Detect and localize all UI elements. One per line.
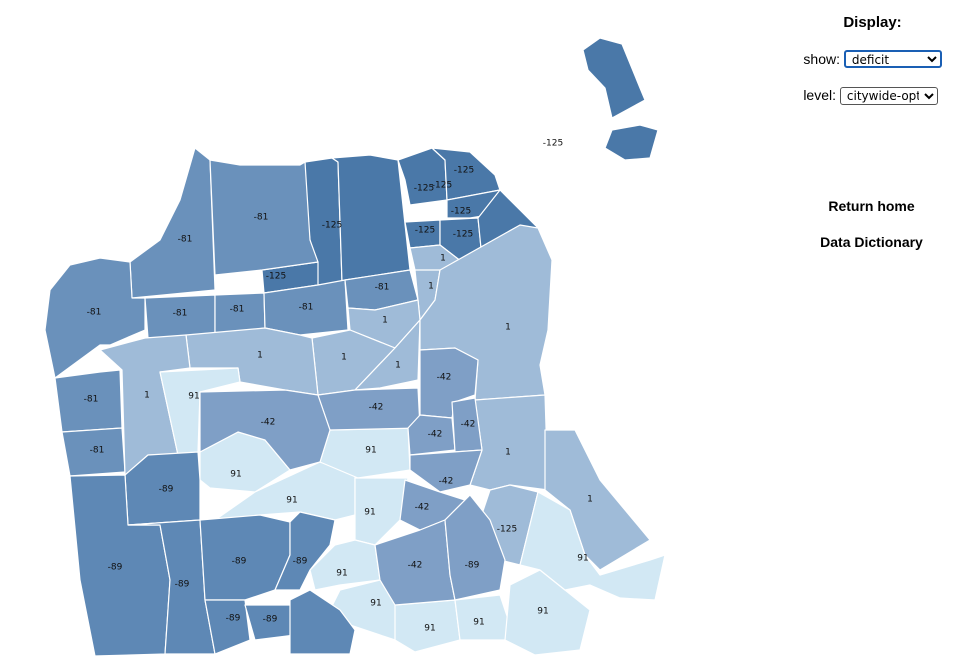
map-region[interactable]	[407, 414, 456, 456]
map-region[interactable]	[289, 589, 356, 655]
map-region[interactable]	[199, 389, 331, 471]
region-value-label: 91	[365, 446, 376, 456]
map-region[interactable]	[354, 477, 409, 546]
region-value-label: -125	[543, 139, 563, 149]
map-region[interactable]	[129, 147, 216, 299]
map-region[interactable]	[54, 369, 123, 433]
map-region[interactable]	[331, 154, 411, 283]
region-value-label: 91	[188, 392, 199, 402]
map-region[interactable]	[444, 494, 506, 601]
region-value-label: -89	[293, 557, 308, 567]
region-value-label: -42	[408, 561, 423, 571]
region-value-label: 1	[505, 323, 511, 333]
region-value-label: -81	[90, 446, 105, 456]
region-value-label: -89	[108, 563, 123, 573]
region-value-label: -89	[263, 615, 278, 625]
return-home-link[interactable]: Return home	[828, 198, 915, 214]
data-dictionary-link[interactable]: Data Dictionary	[820, 234, 923, 250]
map-region[interactable]	[354, 319, 421, 391]
region-value-label: -42	[261, 418, 276, 428]
level-select[interactable]: citywide-optG	[839, 87, 938, 105]
region-value-label: -81	[84, 395, 99, 405]
map-region[interactable]	[544, 429, 651, 571]
region-value-label: -42	[437, 373, 452, 383]
region-labels: -125-125-125-125-125-125-125 -125-125-81-…	[84, 139, 593, 634]
show-control: show: deficit	[790, 50, 955, 68]
region-value-label: 91	[537, 607, 548, 617]
region-value-label: -81	[299, 303, 314, 313]
map-region[interactable]	[397, 147, 448, 206]
region-value-label: 1	[257, 351, 263, 361]
region-value-label: -89	[465, 561, 480, 571]
region-value-label: -125	[322, 221, 342, 231]
region-value-label: -89	[159, 485, 174, 495]
map-region[interactable]	[582, 37, 646, 119]
region-value-label: 91	[230, 470, 241, 480]
region-value-label: 91	[577, 554, 588, 564]
region-value-label: -42	[461, 420, 476, 430]
region-value-label: 91	[364, 508, 375, 518]
map-region[interactable]	[44, 257, 146, 379]
map-region[interactable]	[604, 124, 659, 161]
region-value-label: -81	[173, 309, 188, 319]
region-value-label: 1	[382, 316, 388, 326]
region-value-label: -125	[453, 230, 473, 240]
region-value-label: 1	[395, 361, 401, 371]
region-value-label: -89	[226, 614, 241, 624]
map-region[interactable]	[519, 491, 666, 601]
region-value-label: -81	[87, 308, 102, 318]
region-value-label: -89	[175, 580, 190, 590]
region-value-label: -42	[369, 403, 384, 413]
region-value-label: 1	[440, 254, 446, 264]
region-value-label: 91	[370, 599, 381, 609]
region-value-label: 1	[428, 282, 434, 292]
region-value-label: 1	[505, 448, 511, 458]
map-region[interactable]	[409, 449, 483, 493]
region-value-label: 1	[341, 353, 347, 363]
region-value-label: -81	[254, 213, 269, 223]
region-value-label: -42	[415, 503, 430, 513]
region-value-label: -125	[454, 166, 474, 176]
choropleth-map[interactable]: -125-125-125-125-125-125-125 -125-125-81-…	[0, 0, 780, 664]
map-region[interactable]	[274, 511, 336, 591]
map-region[interactable]	[209, 159, 319, 276]
region-value-label: -125	[415, 226, 435, 236]
region-value-label: -125	[432, 181, 452, 191]
region-value-label: 1	[587, 495, 593, 505]
region-value-label: -81	[178, 235, 193, 245]
level-label: level:	[803, 87, 836, 103]
region-value-label: 1	[144, 391, 150, 401]
map-region[interactable]	[469, 394, 549, 491]
map-region[interactable]	[204, 599, 251, 655]
island-region[interactable]	[582, 37, 659, 161]
region-value-label: -125	[266, 272, 286, 282]
region-value-label: -89	[232, 557, 247, 567]
region-value-label: -125	[451, 207, 471, 217]
display-title: Display:	[843, 14, 902, 31]
show-label: show:	[803, 51, 840, 67]
region-value-label: -125	[414, 184, 434, 194]
region-value-label: -125	[497, 525, 517, 535]
region-value-label: 91	[473, 618, 484, 628]
show-select[interactable]: deficit	[843, 50, 942, 68]
region-value-label: -81	[375, 283, 390, 293]
region-value-label: -42	[428, 430, 443, 440]
region-value-label: -42	[439, 477, 454, 487]
region-value-label: 91	[336, 569, 347, 579]
region-value-label: -81	[230, 305, 245, 315]
region-value-label: 91	[286, 496, 297, 506]
level-control: level: citywide-optG	[790, 87, 955, 105]
region-value-label: 91	[424, 624, 435, 634]
